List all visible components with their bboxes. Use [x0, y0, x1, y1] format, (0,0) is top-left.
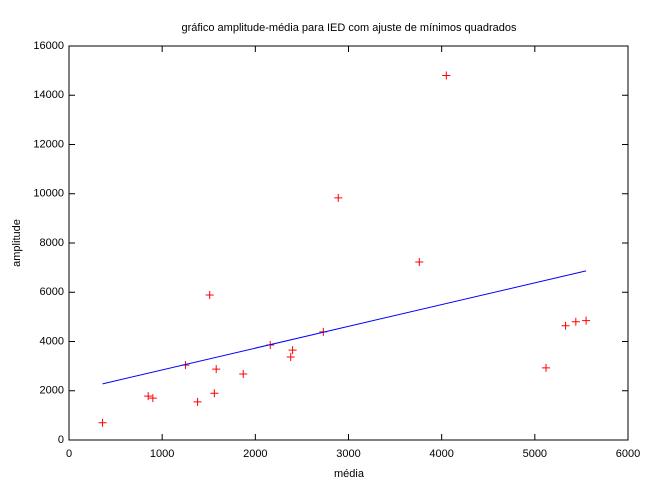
y-tick-label: 16000	[33, 40, 64, 52]
point	[144, 392, 153, 401]
x-tick-label: 4000	[429, 448, 453, 460]
y-tick-label: 2000	[40, 385, 64, 397]
point	[193, 397, 202, 406]
point	[582, 316, 591, 325]
fit-line	[102, 270, 587, 385]
point	[288, 346, 297, 355]
point	[239, 370, 248, 379]
chart-title: gráfico amplitude-média para IED com aju…	[181, 22, 517, 34]
point	[212, 365, 221, 374]
point	[561, 321, 570, 330]
y-tick-label: 8000	[40, 237, 64, 249]
point	[98, 418, 107, 427]
y-tick-label: 0	[58, 434, 64, 446]
x-tick-label: 6000	[616, 448, 640, 460]
x-tick-label: 1000	[150, 448, 174, 460]
x-tick-label: 3000	[336, 448, 360, 460]
y-axis-label: amplitude	[11, 219, 23, 267]
point	[442, 71, 451, 80]
y-tick-label: 12000	[33, 138, 64, 150]
y-tick-label: 4000	[40, 335, 64, 347]
point	[205, 290, 214, 299]
x-tick-label: 5000	[523, 448, 547, 460]
point	[148, 394, 157, 403]
x-axis-label: média	[334, 468, 365, 480]
y-tick-label: 10000	[33, 188, 64, 200]
point	[571, 317, 580, 326]
point	[286, 353, 295, 362]
x-tick-label: 2000	[243, 448, 267, 460]
y-tick-label: 14000	[33, 89, 64, 101]
point	[415, 257, 424, 266]
y-tick-label: 6000	[40, 286, 64, 298]
x-tick-label: 0	[66, 448, 72, 460]
point	[542, 363, 551, 372]
point	[210, 389, 219, 398]
point	[334, 193, 343, 202]
